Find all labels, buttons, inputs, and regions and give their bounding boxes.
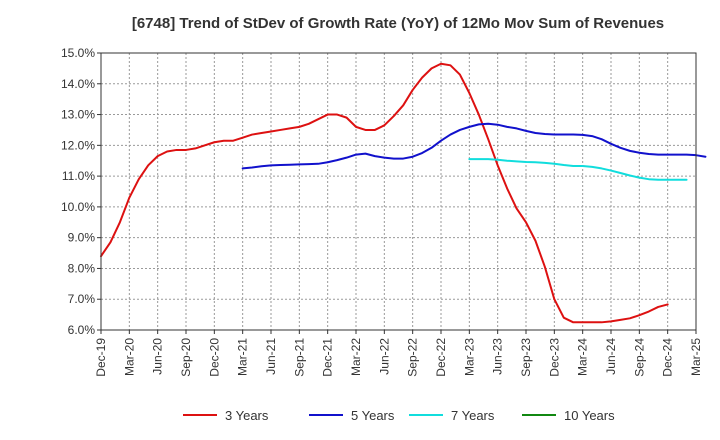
chart-title: [6748] Trend of StDev of Growth Rate (Yo… bbox=[132, 15, 664, 32]
x-tick-label: Sep-21 bbox=[292, 338, 306, 377]
series-line-5-years bbox=[241, 122, 707, 170]
y-tick-label: 11.0% bbox=[62, 169, 95, 183]
legend-label: 5 Years bbox=[351, 408, 395, 423]
axes bbox=[100, 52, 697, 331]
x-tick-label: Mar-25 bbox=[689, 338, 703, 376]
legend-item[interactable]: 7 Years bbox=[409, 408, 495, 423]
x-tick-label: Mar-23 bbox=[462, 338, 476, 376]
x-tick-label: Dec-24 bbox=[661, 338, 675, 377]
y-tick-label: 12.0% bbox=[61, 138, 95, 152]
x-tick-label: Mar-24 bbox=[576, 338, 590, 376]
series-line-7-years bbox=[468, 158, 688, 181]
y-tick-label: 13.0% bbox=[61, 108, 95, 122]
y-tick-label: 8.0% bbox=[68, 261, 96, 275]
plot-area bbox=[101, 53, 696, 330]
y-tick-label: 10.0% bbox=[61, 200, 95, 214]
plot-background bbox=[101, 53, 696, 330]
y-tick-label: 15.0% bbox=[61, 46, 95, 60]
legend-label: 7 Years bbox=[451, 408, 495, 423]
x-tick-label: Dec-21 bbox=[321, 338, 335, 377]
x-tick-label: Mar-21 bbox=[236, 338, 250, 376]
x-tick-label: Dec-23 bbox=[547, 338, 561, 377]
series-group bbox=[100, 62, 707, 324]
x-tick-label: Jun-24 bbox=[604, 338, 618, 375]
x-tick-label: Dec-20 bbox=[207, 338, 221, 377]
legend: 3 Years 5 Years 7 Years 10 Years bbox=[183, 408, 615, 423]
plot-border bbox=[100, 52, 697, 331]
x-tick-label: Sep-23 bbox=[519, 338, 533, 377]
legend-item[interactable]: 5 Years bbox=[309, 408, 395, 423]
legend-item[interactable]: 3 Years bbox=[183, 408, 269, 423]
y-tick-label: 14.0% bbox=[61, 77, 95, 91]
x-axis-ticks: Dec-19 Mar-20 Jun-20 Sep-20 Dec-20 Mar-21 Jun-… bbox=[94, 330, 703, 377]
x-tick-label: Jun-21 bbox=[264, 338, 278, 375]
legend-label: 10 Years bbox=[564, 408, 615, 423]
x-tick-label: Dec-19 bbox=[94, 338, 108, 377]
x-tick-label: Sep-20 bbox=[179, 338, 193, 377]
x-tick-label: Sep-22 bbox=[406, 338, 420, 377]
legend-label: 3 Years bbox=[225, 408, 269, 423]
x-tick-label: Sep-24 bbox=[632, 338, 646, 377]
y-axis-ticks: 6.0% 7.0% 8.0% 9.0% 10.0% 11.0% 12.0% 13.0% 14.0… bbox=[61, 46, 101, 337]
x-tick-label: Jun-20 bbox=[151, 338, 165, 375]
x-tick-label: Mar-22 bbox=[349, 338, 363, 376]
y-tick-label: 6.0% bbox=[68, 323, 96, 337]
y-tick-label: 9.0% bbox=[68, 231, 96, 245]
x-tick-label: Jun-23 bbox=[491, 338, 505, 375]
y-tick-label: 7.0% bbox=[68, 292, 96, 306]
x-tick-label: Jun-22 bbox=[377, 338, 391, 375]
x-tick-label: Dec-22 bbox=[434, 338, 448, 377]
series-line-3-years bbox=[100, 62, 669, 324]
legend-item[interactable]: 10 Years bbox=[522, 408, 615, 423]
x-tick-label: Mar-20 bbox=[122, 338, 136, 376]
